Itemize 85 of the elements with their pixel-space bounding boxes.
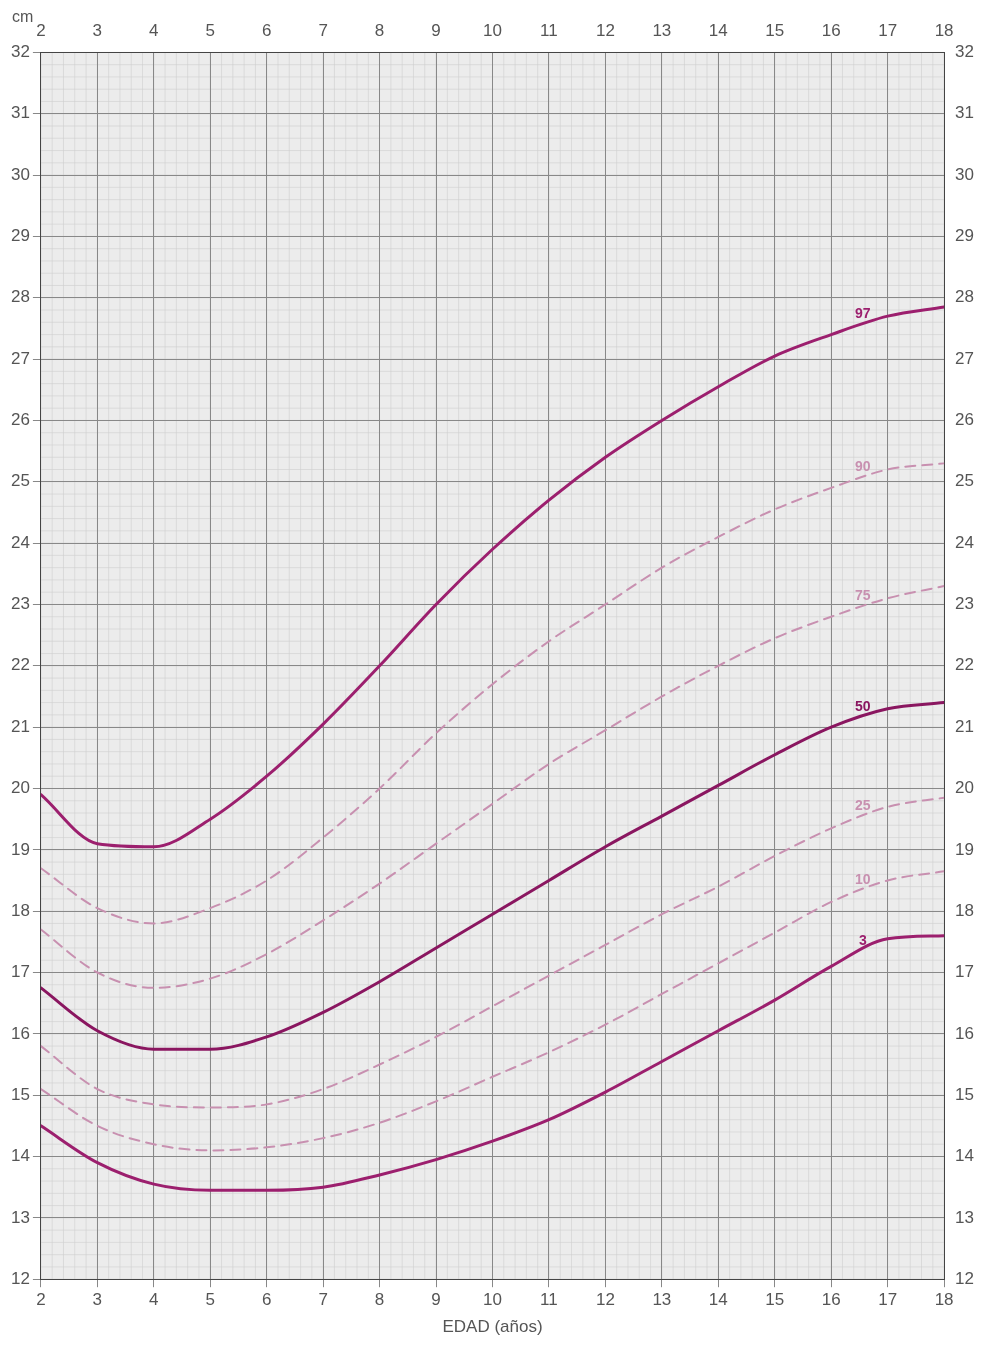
y2-tick-label: 25 — [955, 471, 975, 491]
y-tick-label: 27 — [10, 348, 30, 368]
x-tick-label: 8 — [374, 1290, 385, 1310]
x-tick-label: 5 — [205, 1290, 215, 1310]
x-tick-label: 6 — [261, 1290, 272, 1310]
x-tick-label: 17 — [878, 1290, 898, 1310]
x2-tick-label: 8 — [374, 20, 385, 40]
x-tick-label: 15 — [765, 1290, 785, 1310]
y2-tick-label: 22 — [955, 655, 975, 675]
y-tick-label: 24 — [10, 532, 30, 552]
x2-tick-label: 17 — [878, 20, 898, 40]
y2-tick-label: 30 — [955, 164, 975, 184]
x-tick-label: 9 — [431, 1290, 441, 1310]
x-tick-label: 7 — [318, 1290, 328, 1310]
y-tick-label: 18 — [10, 900, 30, 920]
x-tick-label: 10 — [483, 1290, 502, 1310]
y2-tick-label: 16 — [955, 1023, 975, 1043]
y2-tick-label: 15 — [955, 1084, 975, 1104]
series-label: 90 — [855, 458, 871, 475]
x-tick-label: 16 — [821, 1290, 841, 1310]
x2-tick-label: 4 — [149, 20, 159, 40]
x2-tick-label: 3 — [92, 20, 103, 40]
x-tick-label: 18 — [934, 1290, 954, 1310]
y2-tick-label: 12 — [955, 1268, 975, 1288]
y-tick-label: 25 — [10, 471, 30, 491]
x2-tick-label: 15 — [765, 20, 785, 40]
y-tick-label: 30 — [10, 164, 30, 184]
series-label: 25 — [855, 797, 871, 814]
y2-tick-label: 32 — [955, 42, 975, 62]
x-tick-label: 11 — [540, 1290, 558, 1310]
y2-tick-label: 19 — [955, 839, 975, 859]
y2-tick-label: 14 — [955, 1146, 975, 1166]
y2-tick-label: 28 — [955, 287, 975, 307]
x2-tick-label: 12 — [595, 20, 615, 40]
series-label: 50 — [855, 697, 871, 714]
y2-tick-label: 18 — [955, 900, 975, 920]
y-axis-title: cm — [12, 8, 34, 26]
x-tick-label: 14 — [708, 1290, 728, 1310]
y-tick-label: 16 — [10, 1023, 30, 1043]
y-tick-label: 32 — [10, 42, 30, 62]
x2-tick-label: 10 — [483, 20, 502, 40]
series-label: 3 — [858, 931, 867, 948]
x-tick-label: 12 — [595, 1290, 615, 1310]
y2-tick-label: 20 — [955, 778, 975, 798]
y-tick-label: 12 — [10, 1268, 30, 1288]
x-axis-title: EDAD (años) — [442, 1317, 543, 1337]
y-tick-label: 19 — [10, 839, 30, 859]
y-tick-label: 31 — [10, 103, 30, 123]
x2-tick-label: 11 — [540, 20, 558, 40]
x2-tick-label: 13 — [652, 20, 672, 40]
y-tick-label: 14 — [10, 1146, 30, 1166]
y-tick-label: 28 — [10, 287, 30, 307]
y2-tick-label: 21 — [955, 716, 975, 736]
y2-tick-label: 17 — [955, 962, 975, 982]
y-tick-label: 22 — [10, 655, 30, 675]
x2-tick-label: 14 — [708, 20, 728, 40]
x-tick-label: 13 — [652, 1290, 672, 1310]
x2-tick-label: 16 — [821, 20, 841, 40]
y-tick-label: 20 — [10, 778, 30, 798]
y2-tick-label: 24 — [955, 532, 975, 552]
x2-tick-label: 6 — [261, 20, 272, 40]
series-label: 75 — [855, 587, 871, 604]
y-tick-label: 21 — [10, 716, 30, 736]
series-label: 10 — [855, 870, 871, 887]
y2-tick-label: 13 — [955, 1207, 975, 1227]
y2-tick-label: 31 — [955, 103, 975, 123]
x-tick-label: 4 — [149, 1290, 159, 1310]
y2-tick-label: 29 — [955, 226, 975, 246]
x2-tick-label: 7 — [318, 20, 328, 40]
x2-tick-label: 2 — [36, 20, 46, 40]
x-tick-label: 3 — [92, 1290, 103, 1310]
y-tick-label: 17 — [10, 962, 30, 982]
y2-tick-label: 23 — [955, 594, 975, 614]
y-tick-label: 13 — [10, 1207, 30, 1227]
x-tick-label: 2 — [36, 1290, 46, 1310]
x2-tick-label: 5 — [205, 20, 215, 40]
y-tick-label: 29 — [10, 226, 30, 246]
x2-tick-label: 18 — [934, 20, 954, 40]
y-tick-label: 15 — [10, 1084, 30, 1104]
y-tick-label: 26 — [10, 410, 30, 430]
series-label: 97 — [855, 305, 871, 322]
y2-tick-label: 26 — [955, 410, 975, 430]
x2-tick-label: 9 — [431, 20, 441, 40]
y2-tick-label: 27 — [955, 348, 975, 368]
y-tick-label: 23 — [10, 594, 30, 614]
